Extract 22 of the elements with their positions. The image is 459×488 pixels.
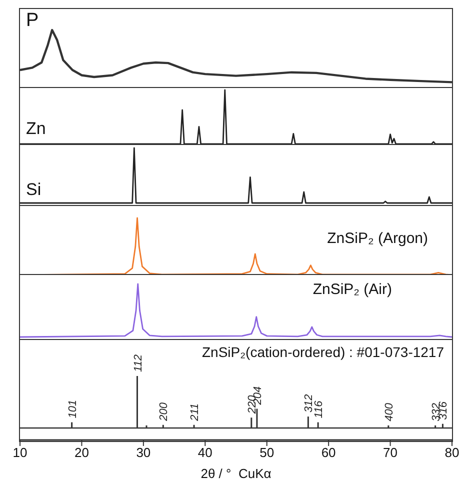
- series-label: Zn: [26, 119, 46, 139]
- series-label: ZnSiP₂ (Argon): [327, 230, 428, 247]
- annotation: 101: [66, 400, 79, 418]
- annotation: 116: [313, 400, 326, 418]
- x-tick-label: 70: [383, 445, 398, 460]
- x-tick-label: 50: [260, 445, 274, 460]
- x-tick-label: 30: [136, 445, 151, 460]
- annotation: 112: [132, 354, 144, 372]
- x-tick-label: 10: [12, 445, 28, 460]
- chart-title: ZnSiP₂(cation-ordered) : #01-073-1217: [202, 344, 444, 360]
- x-axis-title: 2θ / ° CuKα: [200, 466, 272, 481]
- x-tick-label: 20: [74, 445, 89, 460]
- annotation: 200: [158, 402, 170, 422]
- series-label: Si: [26, 180, 42, 200]
- series-label: ZnSiP₂ (Air): [312, 281, 392, 298]
- annotation: 312: [303, 394, 316, 413]
- series-label: P: [26, 10, 39, 32]
- x-tick-label: 80: [444, 445, 459, 460]
- annotation: 211: [189, 403, 202, 422]
- x-tick-label: 40: [198, 445, 212, 460]
- x-tick-label: 60: [321, 445, 336, 460]
- annotation: 400: [383, 402, 396, 422]
